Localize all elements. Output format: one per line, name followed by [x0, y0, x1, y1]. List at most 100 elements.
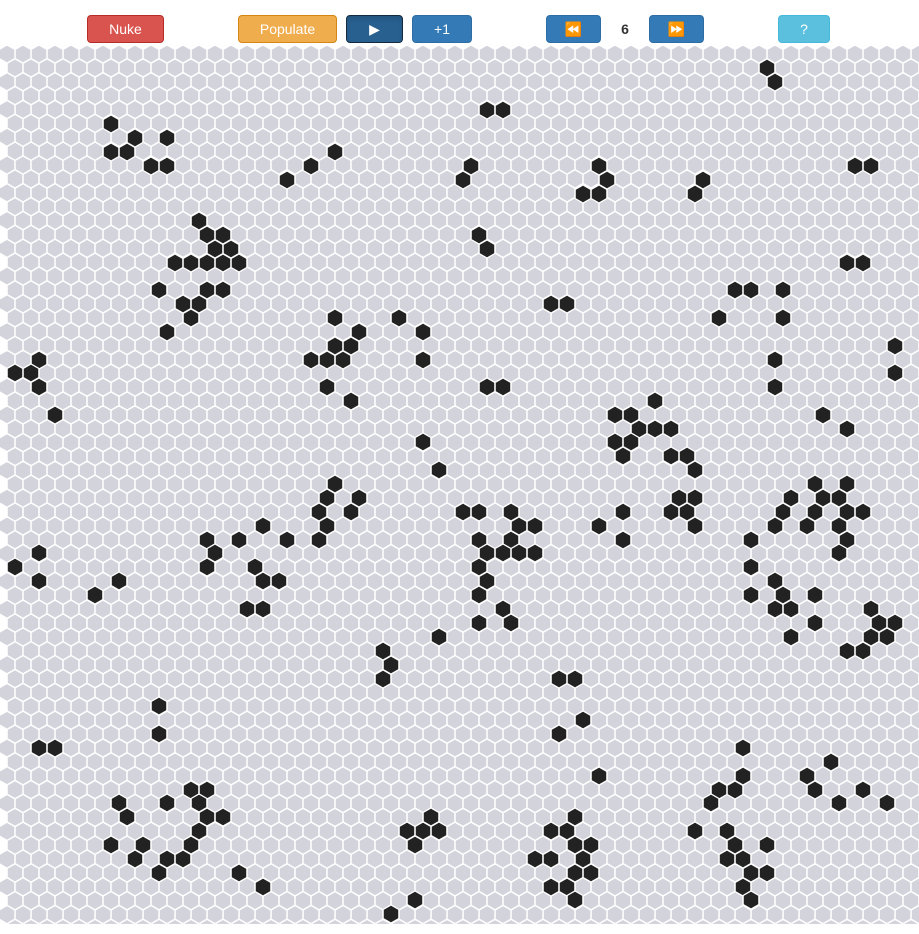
alive-cell[interactable]	[662, 446, 680, 466]
alive-cell[interactable]	[662, 419, 680, 439]
alive-cell[interactable]	[742, 890, 760, 910]
alive-cell[interactable]	[886, 336, 904, 356]
alive-cell[interactable]	[158, 156, 176, 176]
alive-cell[interactable]	[414, 350, 432, 370]
alive-cell[interactable]	[686, 821, 704, 841]
alive-cell[interactable]	[726, 780, 744, 800]
alive-cell[interactable]	[46, 405, 64, 425]
alive-cell[interactable]	[766, 350, 784, 370]
alive-cell[interactable]	[574, 710, 592, 730]
alive-cell[interactable]	[214, 253, 232, 273]
alive-cell[interactable]	[270, 571, 288, 591]
alive-cell[interactable]	[254, 877, 272, 897]
alive-cell[interactable]	[766, 516, 784, 536]
alive-cell[interactable]	[30, 738, 48, 758]
alive-cell[interactable]	[838, 419, 856, 439]
alive-cell[interactable]	[126, 849, 144, 869]
alive-cell[interactable]	[430, 460, 448, 480]
alive-cell[interactable]	[614, 502, 632, 522]
alive-cell[interactable]	[430, 821, 448, 841]
alive-cell[interactable]	[550, 724, 568, 744]
alive-cell[interactable]	[470, 585, 488, 605]
alive-cell[interactable]	[558, 294, 576, 314]
alive-cell[interactable]	[102, 142, 120, 162]
alive-cell[interactable]	[254, 516, 272, 536]
alive-cell[interactable]	[494, 543, 512, 563]
alive-cell[interactable]	[686, 516, 704, 536]
alive-cell[interactable]	[6, 557, 24, 577]
alive-cell[interactable]	[478, 100, 496, 120]
alive-cell[interactable]	[686, 460, 704, 480]
alive-cell[interactable]	[150, 280, 168, 300]
alive-cell[interactable]	[686, 184, 704, 204]
alive-cell[interactable]	[414, 432, 432, 452]
alive-cell[interactable]	[542, 294, 560, 314]
alive-cell[interactable]	[150, 724, 168, 744]
alive-cell[interactable]	[254, 571, 272, 591]
alive-cell[interactable]	[342, 391, 360, 411]
alive-cell[interactable]	[798, 516, 816, 536]
alive-cell[interactable]	[102, 114, 120, 134]
step-button[interactable]: +1	[412, 15, 472, 43]
alive-cell[interactable]	[30, 571, 48, 591]
alive-cell[interactable]	[406, 890, 424, 910]
alive-cell[interactable]	[142, 156, 160, 176]
alive-cell[interactable]	[230, 863, 248, 883]
alive-cell[interactable]	[30, 543, 48, 563]
alive-cell[interactable]	[822, 752, 840, 772]
alive-cell[interactable]	[158, 322, 176, 342]
alive-cell[interactable]	[854, 502, 872, 522]
alive-cell[interactable]	[782, 599, 800, 619]
alive-cell[interactable]	[478, 239, 496, 259]
alive-cell[interactable]	[766, 72, 784, 92]
alive-cell[interactable]	[878, 627, 896, 647]
alive-cell[interactable]	[766, 599, 784, 619]
alive-cell[interactable]	[342, 502, 360, 522]
alive-cell[interactable]	[846, 156, 864, 176]
alive-cell[interactable]	[766, 377, 784, 397]
alive-cell[interactable]	[742, 530, 760, 550]
alive-cell[interactable]	[590, 184, 608, 204]
alive-cell[interactable]	[662, 502, 680, 522]
alive-cell[interactable]	[710, 308, 728, 328]
nuke-button[interactable]: Nuke	[87, 15, 164, 43]
alive-cell[interactable]	[814, 405, 832, 425]
alive-cell[interactable]	[374, 669, 392, 689]
faster-button[interactable]: ⏩	[649, 15, 704, 43]
alive-cell[interactable]	[494, 377, 512, 397]
alive-cell[interactable]	[502, 613, 520, 633]
populate-button[interactable]: Populate	[238, 15, 337, 43]
alive-cell[interactable]	[382, 904, 400, 924]
alive-cell[interactable]	[230, 530, 248, 550]
alive-cell[interactable]	[758, 863, 776, 883]
alive-cell[interactable]	[46, 738, 64, 758]
play-button[interactable]: ▶	[346, 15, 403, 43]
alive-cell[interactable]	[182, 308, 200, 328]
alive-cell[interactable]	[614, 530, 632, 550]
alive-cell[interactable]	[182, 253, 200, 273]
hex-grid[interactable]	[0, 46, 919, 924]
alive-cell[interactable]	[86, 585, 104, 605]
alive-cell[interactable]	[230, 253, 248, 273]
alive-cell[interactable]	[734, 738, 752, 758]
help-button[interactable]: ?	[778, 15, 830, 43]
alive-cell[interactable]	[806, 613, 824, 633]
alive-cell[interactable]	[118, 807, 136, 827]
alive-cell[interactable]	[150, 863, 168, 883]
alive-cell[interactable]	[478, 377, 496, 397]
alive-cell[interactable]	[414, 322, 432, 342]
alive-cell[interactable]	[646, 419, 664, 439]
alive-cell[interactable]	[854, 641, 872, 661]
alive-cell[interactable]	[550, 669, 568, 689]
hex-board[interactable]	[0, 46, 919, 924]
alive-cell[interactable]	[606, 405, 624, 425]
alive-cell[interactable]	[118, 142, 136, 162]
alive-cell[interactable]	[454, 170, 472, 190]
alive-cell[interactable]	[526, 543, 544, 563]
alive-cell[interactable]	[806, 585, 824, 605]
alive-cell[interactable]	[742, 280, 760, 300]
alive-cell[interactable]	[454, 502, 472, 522]
alive-cell[interactable]	[278, 170, 296, 190]
alive-cell[interactable]	[158, 128, 176, 148]
alive-cell[interactable]	[326, 308, 344, 328]
